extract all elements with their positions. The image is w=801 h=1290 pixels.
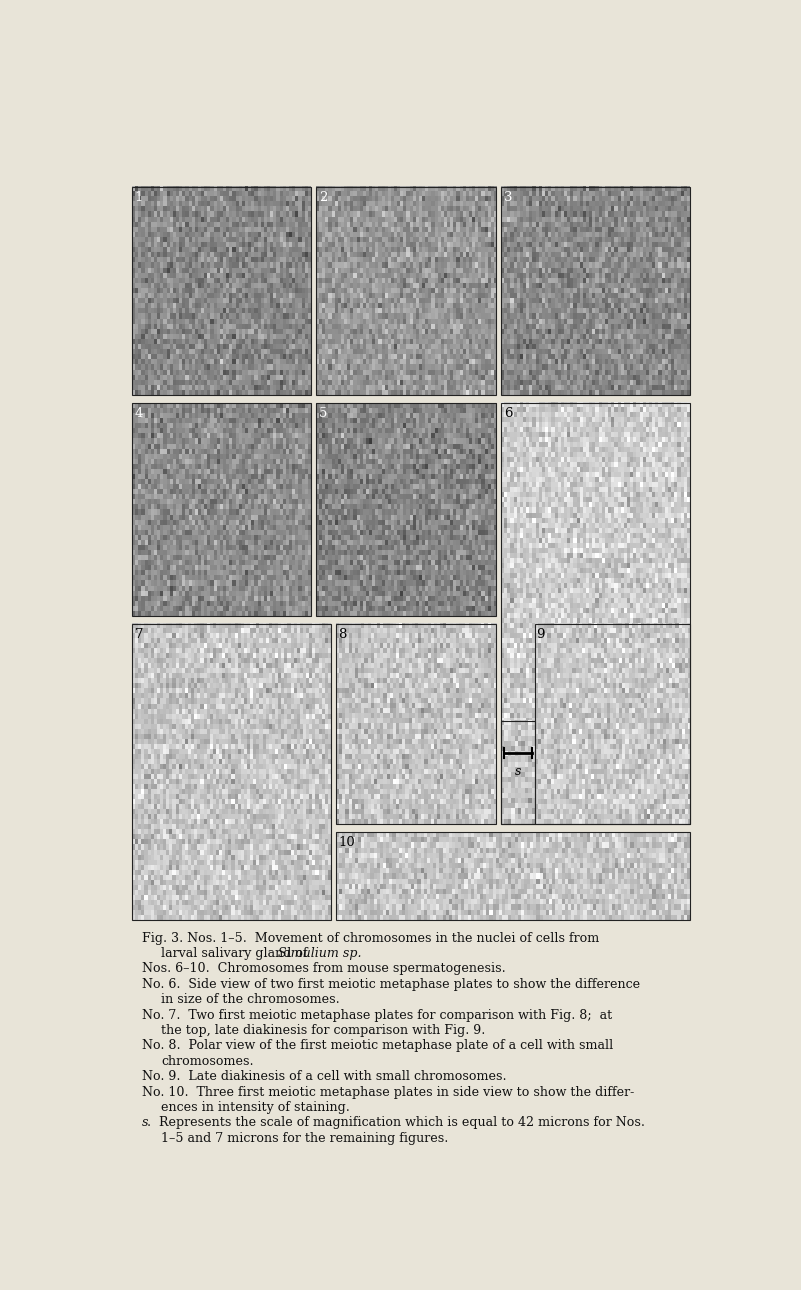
Text: Simulium sp.: Simulium sp. [278, 947, 361, 960]
Text: the top, late diakinesis for comparison with Fig. 9.: the top, late diakinesis for comparison … [161, 1024, 485, 1037]
Text: No. 10.  Three first meiotic metaphase plates in side view to show the differ-: No. 10. Three first meiotic metaphase pl… [143, 1085, 634, 1099]
Bar [132, 402, 312, 615]
Bar [501, 721, 534, 824]
Text: larval salivary gland of: larval salivary gland of [161, 947, 312, 960]
Text: s: s [143, 1116, 149, 1129]
Bar [132, 187, 312, 395]
Text: 6: 6 [504, 408, 512, 421]
Text: No. 6.  Side view of two first meiotic metaphase plates to show the difference: No. 6. Side view of two first meiotic me… [143, 978, 641, 991]
Text: Nos. 6–10.  Chromosomes from mouse spermatogenesis.: Nos. 6–10. Chromosomes from mouse sperma… [143, 962, 506, 975]
Bar [501, 187, 690, 395]
Bar [501, 402, 690, 824]
Text: 1–5 and 7 microns for the remaining figures.: 1–5 and 7 microns for the remaining figu… [161, 1131, 449, 1144]
Text: .  Represents the scale of magnification which is equal to 42 microns for Nos.: . Represents the scale of magnification … [147, 1116, 646, 1129]
Text: 7: 7 [135, 628, 143, 641]
Text: 2: 2 [319, 191, 327, 204]
Text: ences in intensity of staining.: ences in intensity of staining. [161, 1100, 350, 1115]
Text: chromosomes.: chromosomes. [161, 1055, 253, 1068]
Text: No. 8.  Polar view of the first meiotic metaphase plate of a cell with small: No. 8. Polar view of the first meiotic m… [143, 1040, 614, 1053]
Bar [132, 623, 331, 920]
Bar [535, 623, 690, 824]
Bar [316, 187, 496, 395]
Text: in size of the chromosomes.: in size of the chromosomes. [161, 993, 340, 1006]
Text: Fig. 3. Nos. 1–5.  Movement of chromosomes in the nuclei of cells from: Fig. 3. Nos. 1–5. Movement of chromosome… [143, 931, 600, 944]
Text: No. 7.  Two first meiotic metaphase plates for comparison with Fig. 8;  at: No. 7. Two first meiotic metaphase plate… [143, 1009, 613, 1022]
Bar [336, 623, 496, 824]
Text: 1: 1 [135, 191, 143, 204]
Text: 8: 8 [339, 628, 347, 641]
Text: 9: 9 [537, 628, 545, 641]
Text: 10: 10 [339, 836, 356, 849]
Text: 4: 4 [135, 408, 143, 421]
Text: No. 9.  Late diakinesis of a cell with small chromosomes.: No. 9. Late diakinesis of a cell with sm… [143, 1071, 507, 1084]
Bar [336, 832, 690, 920]
Bar [316, 402, 496, 615]
Text: s: s [515, 765, 521, 778]
Text: 3: 3 [504, 191, 512, 204]
Text: 5: 5 [319, 408, 327, 421]
